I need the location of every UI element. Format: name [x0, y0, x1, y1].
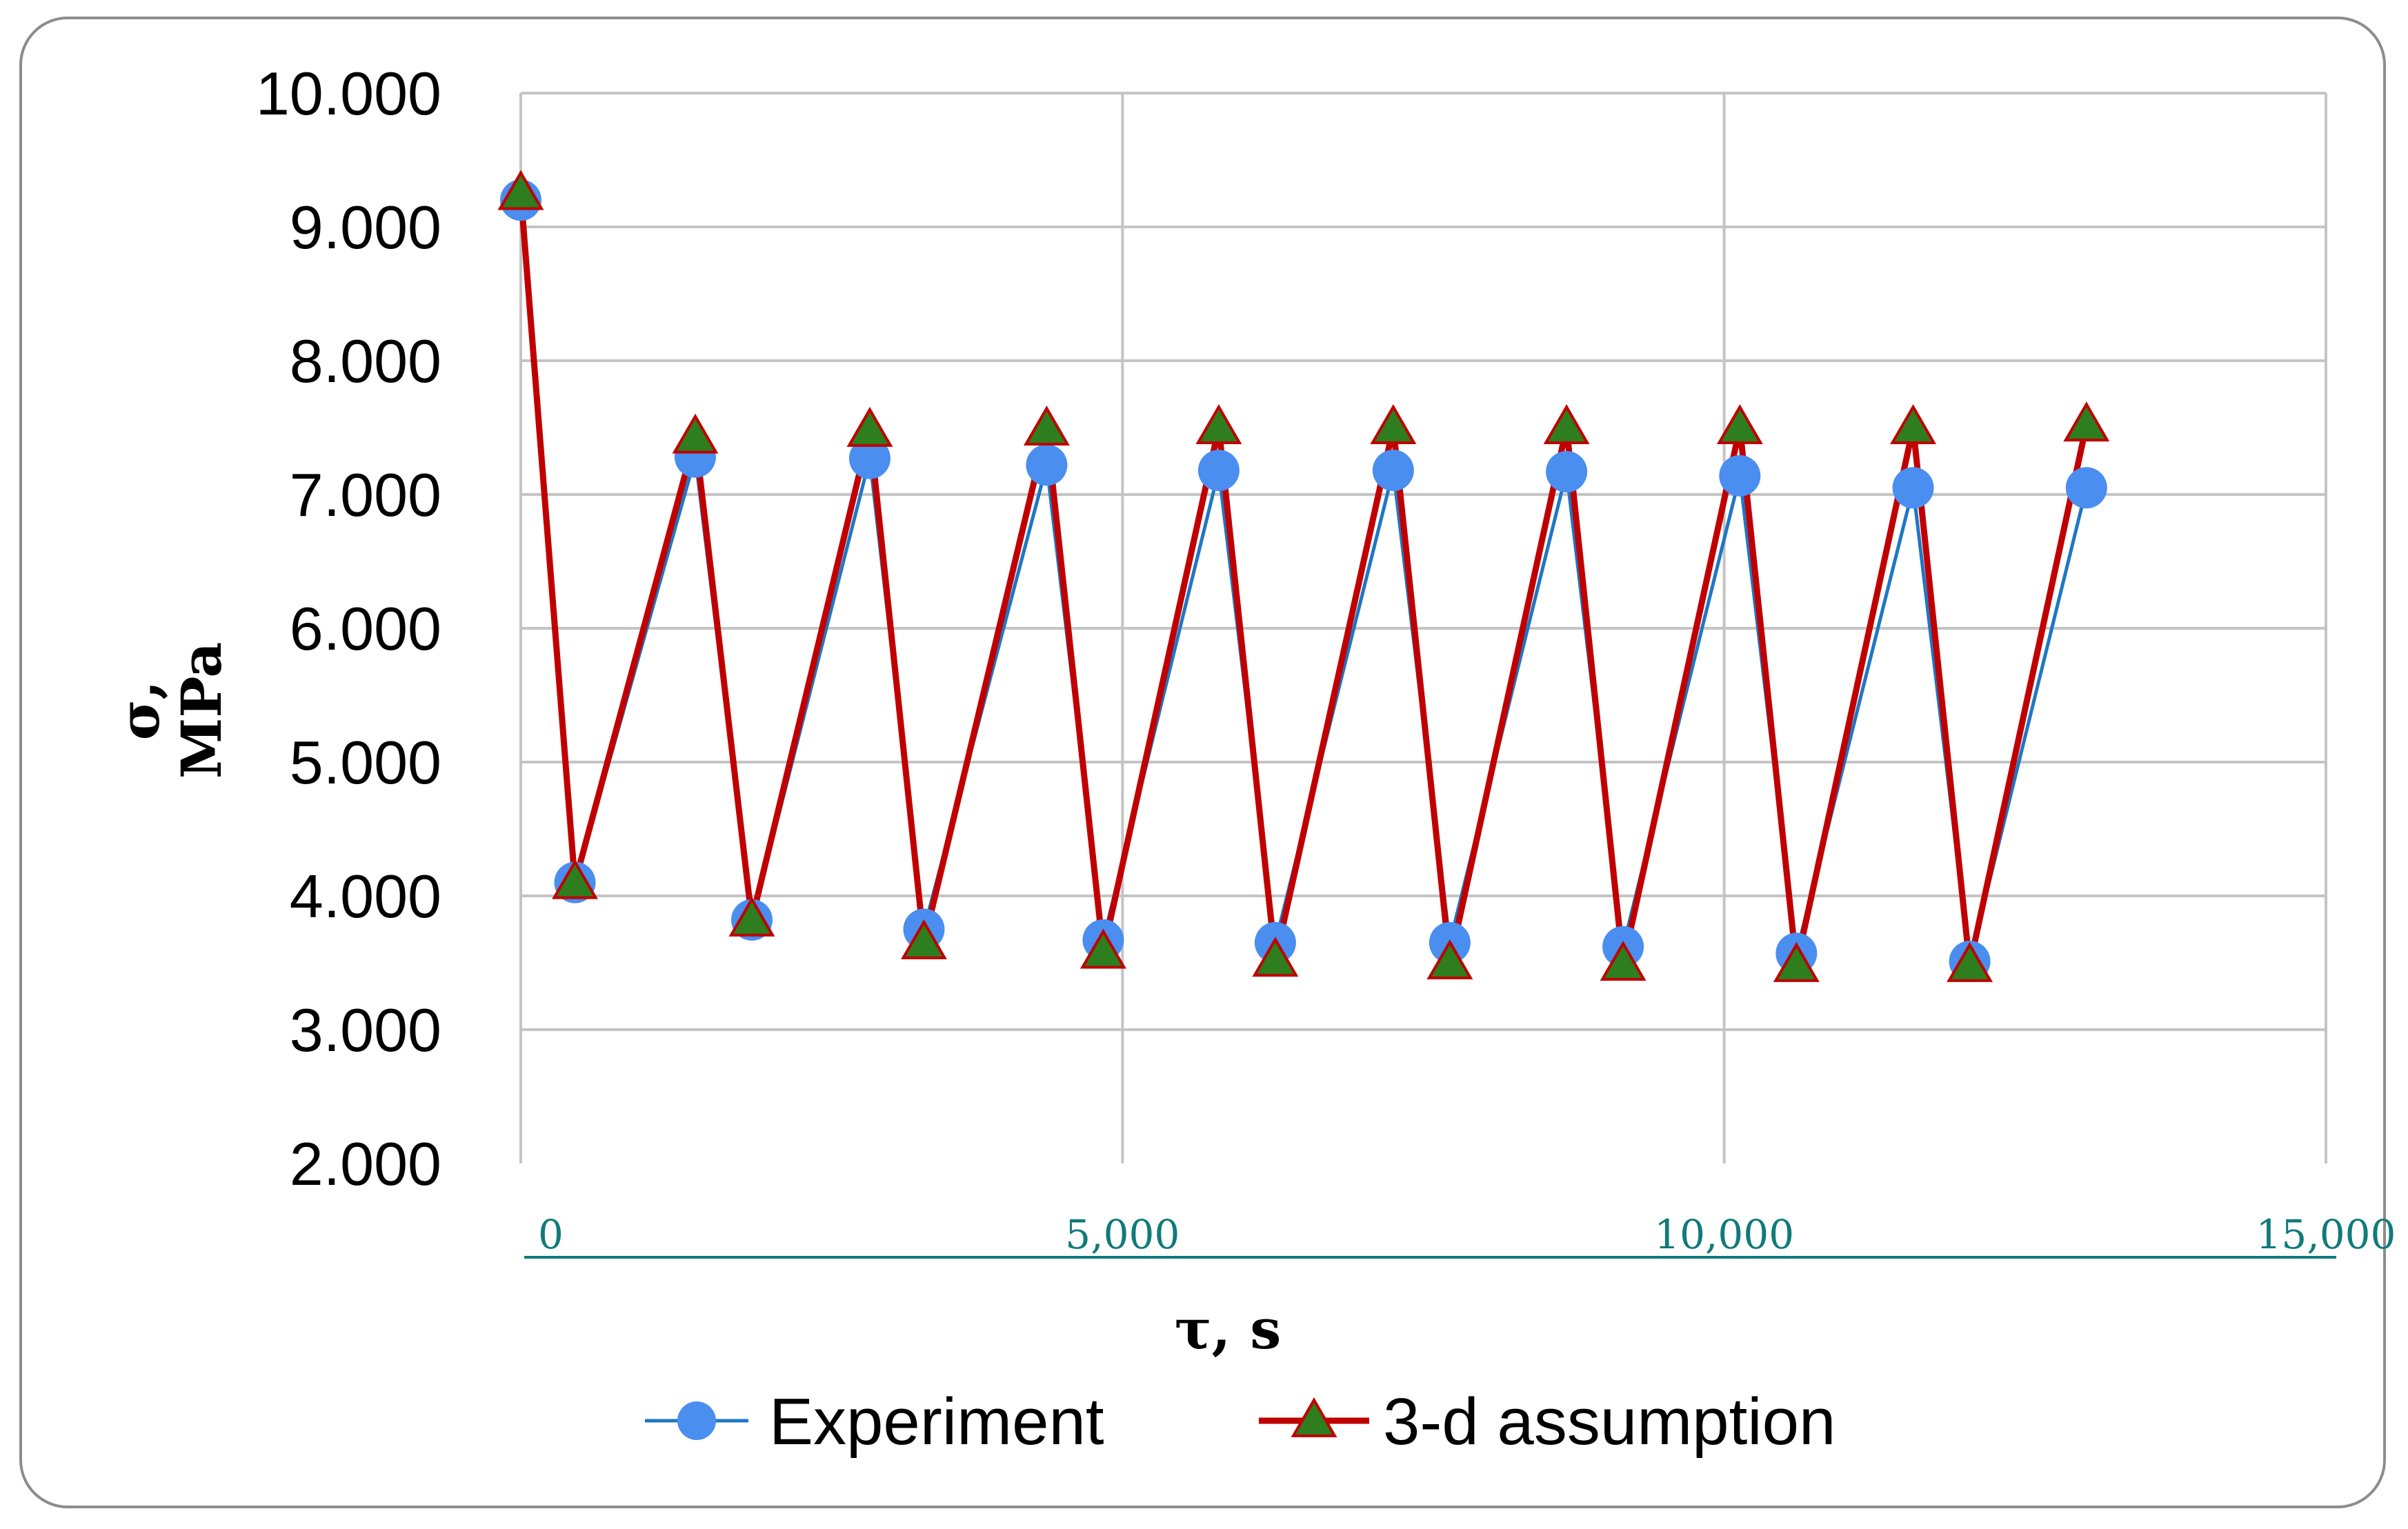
3d-assumption-point — [728, 896, 775, 937]
y-tick-label: 2.000 — [290, 1130, 441, 1198]
experiment-point — [1892, 467, 1934, 509]
y-tick-label: 8.000 — [290, 327, 441, 395]
3d-assumption-point — [2063, 401, 2110, 442]
3d-assumption-point — [552, 859, 598, 899]
experiment-point — [1026, 444, 1068, 486]
y-tick-label: 4.000 — [290, 862, 441, 930]
y-tick-label: 5.000 — [290, 728, 441, 797]
series-lines — [517, 193, 2090, 966]
experiment-point — [1546, 451, 1588, 493]
series-line-experiment — [519, 200, 2089, 962]
series-line-3d-assumption — [517, 193, 2090, 966]
experiment-point — [1197, 450, 1240, 492]
legend: Experiment 3-d assumption — [645, 1385, 1835, 1459]
3d-assumption-point — [1426, 939, 1473, 979]
y-tick-label: 10.000 — [256, 59, 441, 128]
x-tick-label: 10,000 — [1654, 1211, 1794, 1258]
3d-assumption-point — [1947, 941, 1993, 982]
3d-assumption-point — [1370, 403, 1417, 444]
3d-assumption-point — [1079, 928, 1126, 969]
3d-assumption-point — [1543, 403, 1590, 444]
legend-item-3d-assumption[interactable]: 3-d assumption — [1259, 1385, 1835, 1459]
y-axis-label-line1: σ, — [107, 681, 172, 741]
3d-assumption-point — [1773, 941, 1820, 982]
x-tick-label: 0 — [538, 1211, 564, 1258]
3d-assumption-point — [1023, 405, 1070, 446]
experiment-point — [2065, 467, 2107, 509]
experiment-point — [848, 437, 890, 479]
legend-experiment-marker — [677, 1401, 716, 1440]
experiment-point — [1719, 454, 1761, 497]
legend-3d-marker — [1291, 1397, 1337, 1437]
y-tick-label: 6.000 — [290, 594, 441, 663]
x-axis-label: τ, s — [1175, 1297, 1282, 1361]
x-tick-label: 5,000 — [1065, 1211, 1180, 1258]
legend-experiment-label: Experiment — [769, 1385, 1104, 1459]
y-tick-label: 3.000 — [290, 996, 441, 1064]
experiment-point — [1372, 450, 1414, 492]
3d-assumption-point — [497, 170, 544, 210]
3d-assumption-point — [1600, 940, 1646, 981]
x-axis-ticks: 0 5,000 10,000 15,000 — [538, 1211, 2396, 1258]
legend-3d-label: 3-d assumption — [1383, 1385, 1835, 1459]
y-axis-ticks: 2.000 3.000 4.000 5.000 6.000 7.000 8.000 9.000… — [256, 59, 441, 1198]
x-tick-label: 15,000 — [2256, 1211, 2396, 1258]
3d-assumption-point — [846, 406, 893, 447]
3d-assumption-point — [901, 919, 947, 959]
legend-item-experiment[interactable]: Experiment — [645, 1385, 1104, 1459]
y-tick-label: 7.000 — [290, 461, 441, 529]
y-tick-label: 9.000 — [290, 193, 441, 261]
3d-assumption-point — [672, 413, 719, 454]
3d-assumption-point — [1252, 937, 1299, 977]
y-axis-label-line2: MPa — [169, 642, 234, 779]
3d-assumption-point — [1195, 403, 1242, 444]
3d-assumption-point — [1890, 403, 1937, 444]
series-markers — [497, 170, 2110, 983]
grid — [519, 92, 2327, 1163]
3d-assumption-point — [1716, 403, 1763, 444]
